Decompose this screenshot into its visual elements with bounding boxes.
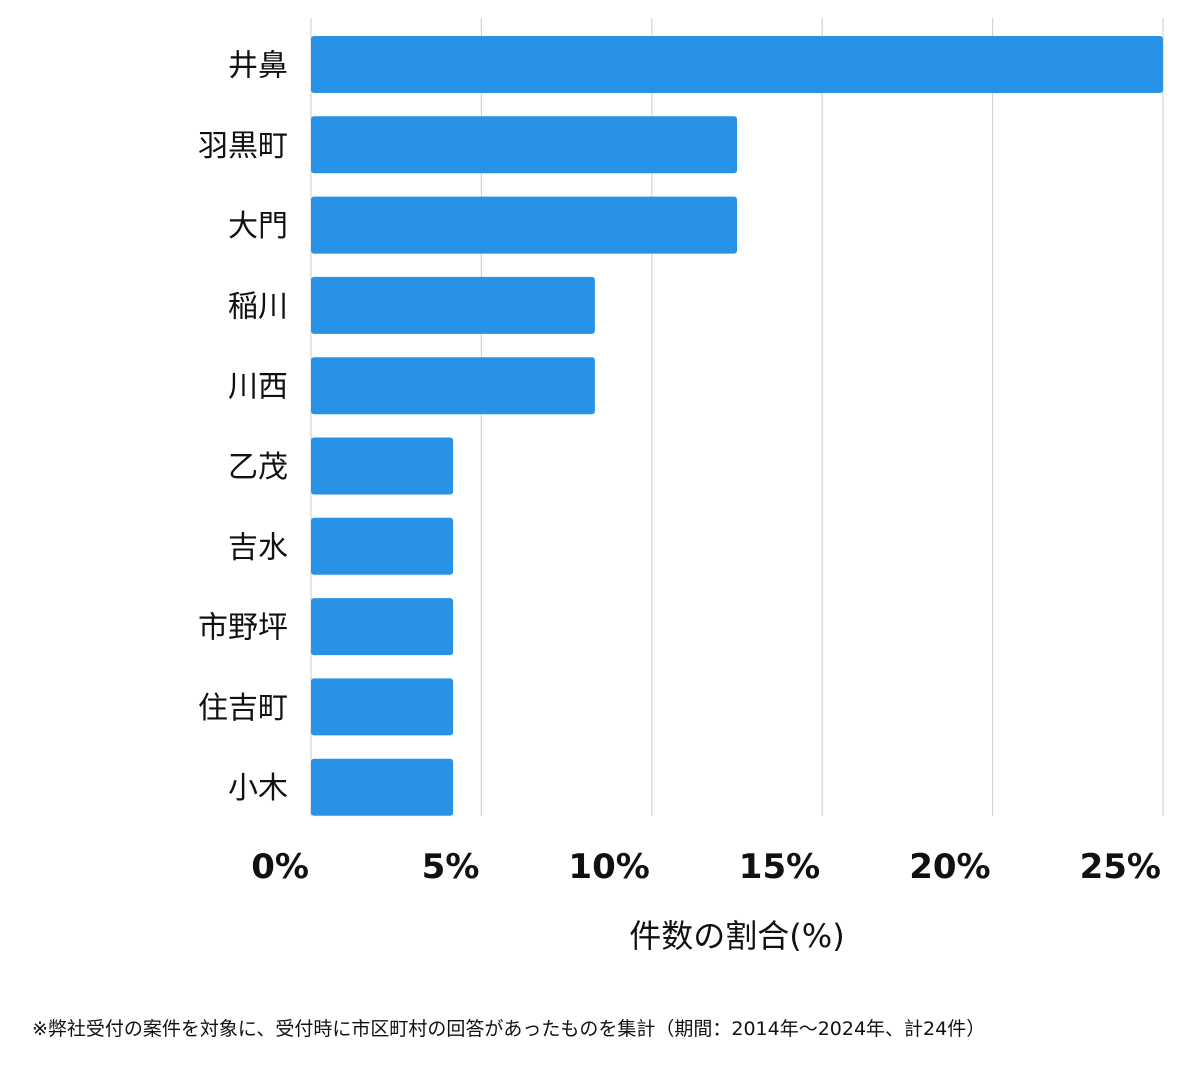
category-label: 稲川 <box>228 289 288 324</box>
footnote: ※弊社受付の案件を対象に、受付時に市区町村の回答があったものを集計（期間：201… <box>32 1018 986 1040</box>
bars <box>311 36 1163 816</box>
bar <box>311 598 454 656</box>
x-tick-label: 25% <box>1080 847 1161 887</box>
bar <box>311 678 454 736</box>
x-axis-title: 件数の割合(%) <box>629 917 844 955</box>
bar <box>311 116 737 174</box>
x-tick-label: 10% <box>568 847 649 887</box>
bar <box>311 36 1163 93</box>
category-label: 乙茂 <box>228 450 288 485</box>
category-label: 羽黒町 <box>198 129 288 164</box>
category-label: 市野坪 <box>198 611 288 646</box>
x-tick-label: 15% <box>739 847 820 887</box>
x-tick-label: 20% <box>909 847 990 887</box>
bar <box>311 196 737 254</box>
category-label: 住吉町 <box>198 691 288 726</box>
bar <box>311 517 454 575</box>
bar <box>311 357 595 415</box>
category-label: 大門 <box>228 209 288 244</box>
x-tick-labels: 0% 5% 10% 15% 20% 25% <box>251 847 1161 887</box>
category-label: 井鼻 <box>228 49 288 84</box>
category-label: 川西 <box>228 370 288 405</box>
bar <box>311 758 454 816</box>
x-tick-label: 5% <box>422 847 480 887</box>
x-tick-label: 0% <box>251 847 309 887</box>
bar <box>311 437 454 495</box>
category-label: 小木 <box>228 771 288 806</box>
category-label: 吉水 <box>228 530 288 565</box>
bar <box>311 276 595 334</box>
